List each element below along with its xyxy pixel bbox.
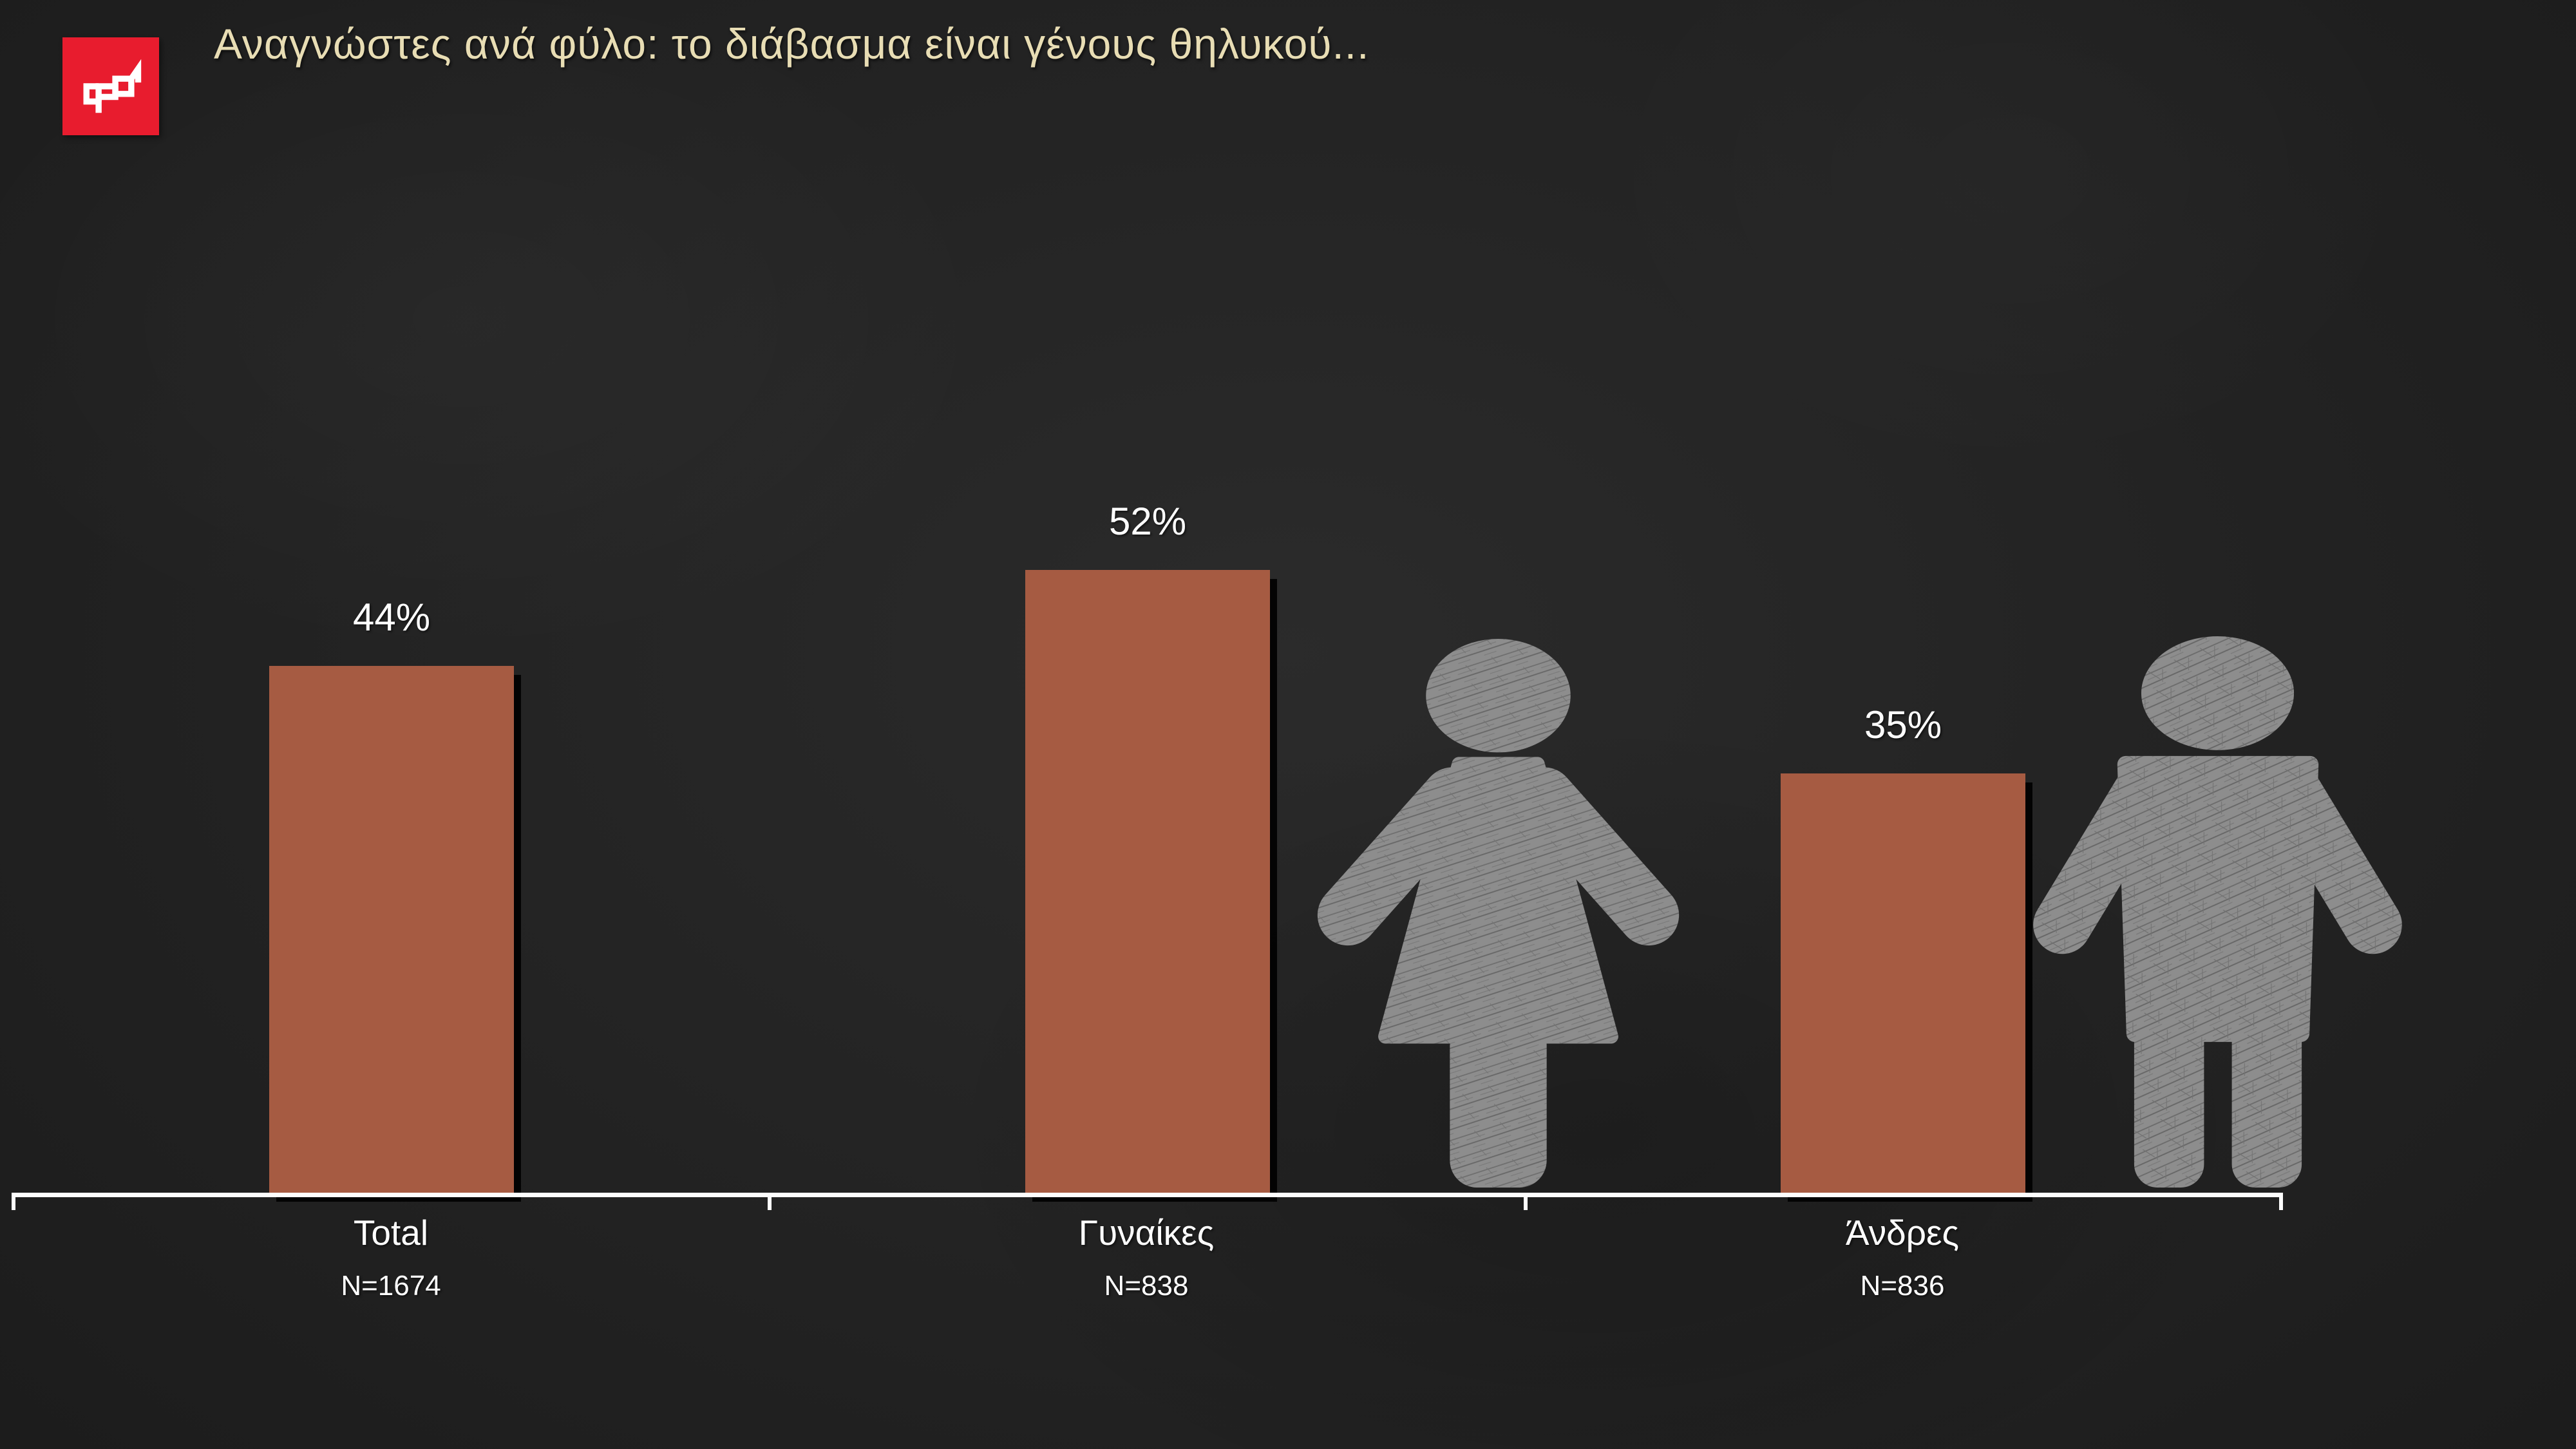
x-axis [12,1193,2283,1197]
value-label-total: 44% [352,596,431,639]
x-axis-tick [2279,1193,2283,1210]
bar-group-women: 52% [1025,502,1270,1193]
sample-size-women: N=838 [1104,1270,1189,1302]
value-label-women: 52% [1108,500,1187,543]
male-figure-icon [2033,636,2402,1188]
bar-total [269,666,514,1193]
x-axis-tick [12,1193,15,1210]
brand-logo-mark [83,59,142,113]
bar-group-men: 35% [1781,706,2025,1193]
bar-men [1781,773,2025,1193]
sample-size-total: N=1674 [341,1270,441,1302]
bar-group-total: 44% [269,598,514,1193]
bar-women [1025,570,1270,1193]
sample-size-men: N=836 [1860,1270,1945,1302]
category-label-women: Γυναίκες [1078,1213,1215,1253]
x-axis-tick [768,1193,772,1210]
slide-title: Αναγνώστες ανά φύλο: το διάβασμα είναι γ… [214,20,1370,68]
category-label-total: Total [353,1213,429,1253]
category-label-men: Άνδρες [1845,1213,1960,1253]
value-label-men: 35% [1864,703,1942,746]
female-figure-icon [1317,639,1680,1188]
brand-logo [62,37,159,135]
x-axis-tick [1524,1193,1528,1210]
